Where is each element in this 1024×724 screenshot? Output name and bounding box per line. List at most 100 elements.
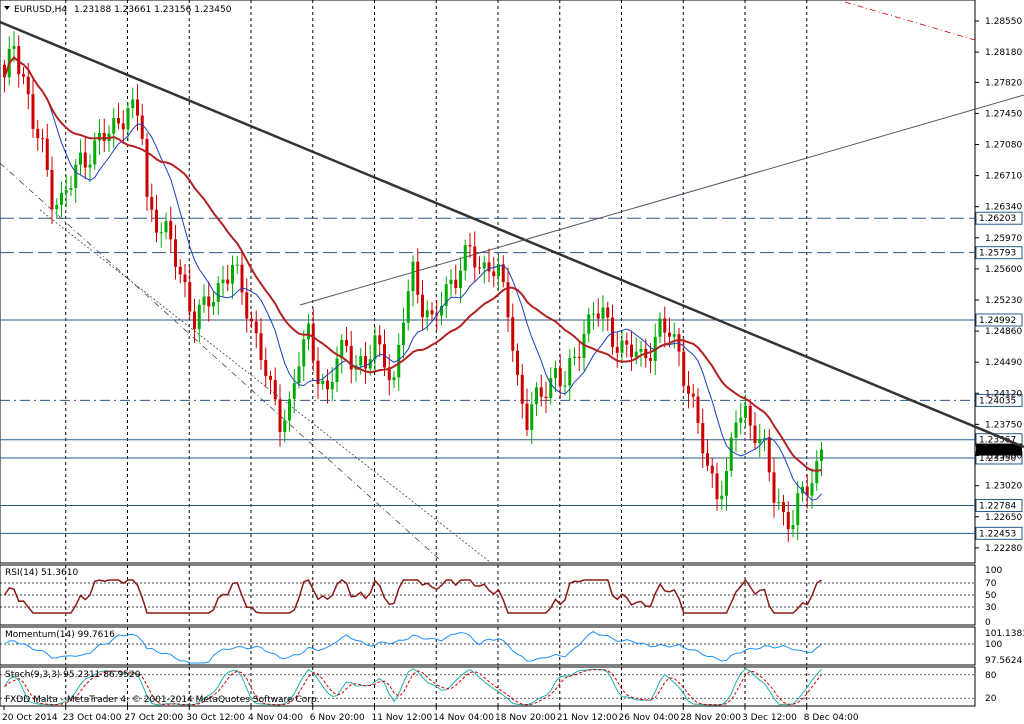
ohlc-values: 1.23188 1.23661 1.23156 1.23450 — [74, 5, 232, 15]
main-panel[interactable] — [0, 0, 976, 564]
candle-body — [155, 209, 158, 233]
candle-body — [178, 266, 182, 275]
stoch-tick-label: 80 — [985, 671, 997, 681]
momentum-tick-label: 101.1381 — [985, 629, 1024, 639]
momentum-tick-label: 97.5624 — [985, 656, 1022, 666]
level-label: 1.26203 — [979, 214, 1016, 224]
candle-body — [549, 378, 553, 399]
candle-body — [796, 493, 800, 526]
price-tick-label: 1.27450 — [985, 109, 1022, 119]
candle-body — [425, 310, 429, 318]
candle-body — [720, 495, 724, 500]
candle-body — [577, 356, 581, 358]
stoch-panel[interactable] — [0, 666, 976, 707]
collapse-triangle-icon[interactable] — [4, 6, 10, 10]
rsi-tick-label: 0 — [985, 618, 991, 628]
candle-body — [183, 274, 187, 283]
symbol-label: EURUSD,H4 — [14, 5, 67, 15]
candle-body — [701, 422, 705, 454]
candle-body — [330, 381, 334, 390]
candle-body — [98, 133, 101, 141]
candle-body — [805, 486, 809, 496]
candle-body — [430, 310, 434, 315]
candle-body — [250, 318, 253, 322]
candle-body — [3, 64, 6, 78]
level-label-box — [975, 526, 1023, 540]
momentum-title: Momentum(14) 99.7616 — [5, 630, 115, 640]
candle-body — [378, 335, 382, 345]
level-label: 1.24035 — [979, 396, 1016, 406]
candle-body — [710, 465, 714, 474]
candle-body — [50, 169, 54, 210]
candle-body — [326, 380, 329, 390]
candle-body — [150, 196, 154, 210]
momentum-panel[interactable] — [0, 626, 976, 666]
candle-body — [530, 404, 534, 430]
candle-body — [117, 117, 120, 124]
rsi-panel[interactable] — [0, 564, 976, 626]
candle-body — [212, 301, 215, 307]
candle-body — [630, 344, 633, 358]
level-label: 1.24992 — [979, 316, 1016, 326]
time-tick-label: 30 Oct 12:00 — [186, 713, 245, 723]
candle-body — [596, 313, 600, 319]
candle-body — [639, 348, 643, 352]
candle-body — [463, 245, 467, 271]
price-tick-label: 1.28550 — [985, 17, 1022, 27]
candle-body — [188, 282, 192, 312]
price-tick-label: 1.26710 — [985, 172, 1022, 182]
candle-body — [592, 313, 595, 315]
price-tick-label: 1.25970 — [985, 234, 1022, 244]
time-tick-label: 11 Nov 12:00 — [372, 713, 433, 723]
candle-body — [753, 425, 757, 444]
price-tick-label: 1.25600 — [985, 265, 1022, 275]
candle-body — [406, 291, 410, 323]
level-label-box — [975, 313, 1023, 327]
candle-body — [60, 192, 63, 205]
time-tick-label: 14 Nov 04:00 — [433, 713, 494, 723]
candle-body — [539, 387, 543, 397]
candle-body — [359, 356, 363, 366]
candle-body — [506, 282, 510, 318]
candle-body — [93, 140, 97, 165]
momentum-line — [4, 630, 822, 664]
candle-body — [231, 264, 234, 284]
candle-body — [340, 339, 344, 359]
level-label: 1.25793 — [979, 249, 1016, 259]
candle-body — [278, 399, 282, 432]
candle-body — [169, 221, 173, 240]
candle-body — [269, 375, 272, 381]
candle-body — [744, 405, 747, 418]
candle-body — [402, 322, 405, 346]
rsi-line — [3, 578, 822, 614]
stoch-tick-label: 20 — [985, 694, 997, 704]
candle-body — [767, 438, 771, 473]
candle-body — [786, 512, 790, 530]
price-tick-label: 1.27820 — [985, 78, 1022, 88]
price-tick-label: 1.27080 — [985, 141, 1022, 151]
fast-moving-average — [4, 56, 822, 501]
rsi-tick-label: 100 — [985, 566, 1002, 576]
candle-body — [777, 502, 781, 504]
candle-body — [459, 270, 462, 288]
candle-body — [216, 283, 220, 302]
vertical-grid — [65, 0, 808, 706]
candle-body — [649, 358, 652, 361]
candle-body — [444, 284, 448, 306]
candle-body — [421, 294, 424, 318]
candle-body — [810, 483, 814, 496]
candle-body — [763, 438, 766, 440]
rsi-tick-label: 70 — [985, 579, 997, 589]
candle-body — [516, 350, 519, 375]
candle-body — [136, 99, 139, 116]
candle-body — [706, 453, 709, 466]
level-lines: 1.26203 1.25793 1.24992 1.24035 1.23567 1.233… — [0, 211, 1023, 540]
price-tick-label: 1.23380 — [985, 451, 1022, 461]
candle-body — [364, 356, 367, 369]
candle-body — [520, 374, 524, 404]
candle-body — [159, 232, 163, 234]
stoch-title: Stoch(9,3,3) 95.2311 86.9520 — [5, 670, 141, 680]
candle-body — [397, 345, 401, 378]
price-tick-label: 1.24120 — [985, 389, 1022, 399]
